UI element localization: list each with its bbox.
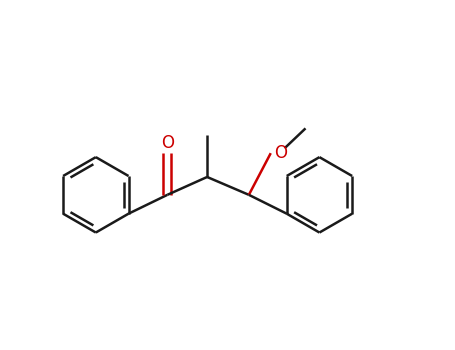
Text: O: O (274, 144, 287, 162)
Text: O: O (161, 134, 174, 152)
